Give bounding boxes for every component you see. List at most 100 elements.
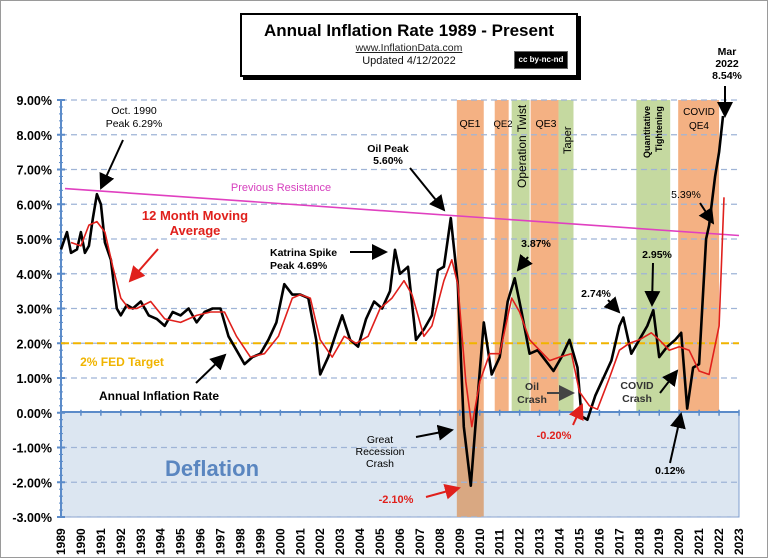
band-label-qe2: QE2 [493,119,512,130]
arrow-3-87 [516,254,533,272]
x-tick-label: 2004 [353,528,367,555]
y-tick-label: 4.00% [17,268,52,282]
updated-date: Updated 4/12/2022 [362,55,456,67]
y-tick-label: 0.00% [17,407,52,421]
annotation-oil-peak-2: 5.60% [373,155,403,167]
y-axis-ticks: 9.00% 8.00% 7.00% 6.00% 5.00% 4.00% 3.00% 2.00%… [12,94,65,525]
y-tick-label: 9.00% [17,94,52,108]
band-label-operation-twist: Operation Twist [515,104,529,188]
band-label-tightening: Tightening [654,106,664,152]
y-tick-label: 2.00% [17,337,52,351]
arrow-0-12 [669,412,686,464]
x-tick-label: 2010 [473,528,487,555]
band-label-quantitative: Quantitative [642,106,652,158]
x-tick-label: 2011 [493,529,507,555]
chart-title: Annual Inflation Rate 1989 - Present [263,21,554,40]
x-tick-label: 1996 [194,528,208,555]
x-tick-label: 2019 [652,528,666,555]
source-link[interactable]: www.InflationData.com [355,42,463,54]
arrow-2-74 [603,296,621,314]
x-tick-label: 2014 [553,528,567,555]
annotation-oil-crash-2: Crash [517,394,547,406]
annotation-deflation: Deflation [165,456,259,481]
annotation-previous-resistance: Previous Resistance [231,182,331,194]
x-tick-label: 2005 [373,528,387,555]
band-label-qe3: QE3 [535,118,556,130]
y-tick-label: 1.00% [17,372,52,386]
x-tick-label: 2012 [513,528,527,555]
arrow-oil-peak [409,167,446,212]
arrow-annual-rate [195,353,227,384]
arrow-2-95 [644,262,661,307]
annotation-arrows [99,86,733,500]
series-lines [59,115,740,488]
annotation-3-87: 3.87% [521,238,551,250]
x-tick-label: 2002 [313,528,327,555]
moving-average-line [70,197,725,428]
annotation-moving-average-1: 12 Month Moving [142,208,248,223]
arrow-minus-0-20 [568,403,584,426]
annotation-minus-0-20: -0.20% [537,430,572,442]
x-tick-label: 1991 [94,528,108,555]
x-tick-label: 2009 [453,528,467,555]
band-label-taper: Taper [562,126,574,154]
y-tick-label: -1.00% [12,442,52,456]
x-tick-label: 2022 [712,528,726,555]
annotation-minus-2-10: -2.10% [379,494,414,506]
arrow-moving-average [128,248,159,283]
arrow-oct-1990 [99,139,124,190]
annotation-oct-1990: Oct. 1990 [111,105,157,117]
annotation-mar-1: Mar [718,46,737,58]
annotation-moving-average-2: Average [170,223,221,238]
band-label-covid: COVID [683,107,715,118]
annotation-mar-2: 2022 [715,58,739,70]
annotation-oct-1990-peak: Peak 6.29% [106,118,163,130]
arrow-minus-2-10 [425,483,461,500]
y-tick-label: 8.00% [17,129,52,143]
x-tick-label: 2008 [433,528,447,555]
x-tick-label: 2023 [732,528,746,555]
annotation-great-2: Recession [355,446,404,458]
y-tick-label: -2.00% [12,476,52,490]
previous-resistance-line [64,187,740,237]
annotation-mar-3: 8.54% [712,70,742,82]
x-tick-label: 2020 [672,528,686,555]
x-tick-label: 1997 [214,528,228,555]
x-tick-label: 2013 [533,528,547,555]
x-tick-label: 2016 [592,528,606,555]
x-tick-label: 2001 [293,528,307,555]
x-tick-label: 1994 [154,528,168,555]
annotation-fed-target: 2% FED Target [80,355,164,369]
x-tick-label: 2006 [393,528,407,555]
annotation-0-12: 0.12% [655,465,685,477]
x-tick-label: 1995 [174,528,188,555]
annotation-great-1: Great [367,434,393,446]
annotation-annual-rate: Annual Inflation Rate [99,389,219,403]
x-tick-label: 1998 [233,528,247,555]
annotation-covid-crash-2: Crash [622,393,652,405]
title-box: Annual Inflation Rate 1989 - Present www… [240,13,578,77]
x-tick-label: 2018 [632,528,646,555]
annotation-katrina-1: Katrina Spike [270,247,337,259]
band-label-qe4: QE4 [689,121,709,132]
x-tick-label: 1992 [114,528,128,555]
annotation-katrina-2: Peak 4.69% [270,260,328,272]
y-tick-label: -3.00% [12,511,52,525]
x-tick-label: 2000 [273,528,287,555]
annual-inflation-line [59,115,725,488]
annotation-covid-crash-1: COVID [620,380,654,392]
x-tick-label: 2003 [333,528,347,555]
arrow-covid-crash [659,369,679,394]
y-tick-label: 5.00% [17,233,52,247]
y-tick-label: 3.00% [17,303,52,317]
band-5 [636,100,671,413]
arrow-5-39 [698,202,715,225]
x-tick-label: 1993 [134,528,148,555]
arrow-great-recession [415,424,454,441]
annotation-oil-peak-1: Oil Peak [367,143,409,155]
band-1 [494,100,509,413]
band-label-qe1: QE1 [459,118,480,130]
cc-license-icon: cc by-nc-nd [514,51,568,69]
x-tick-label: 2017 [612,528,626,555]
